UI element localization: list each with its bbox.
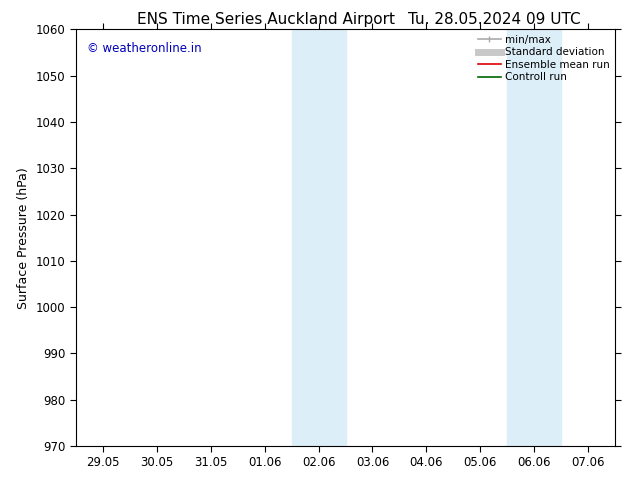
Legend: min/max, Standard deviation, Ensemble mean run, Controll run: min/max, Standard deviation, Ensemble me…	[478, 35, 610, 82]
Bar	[292, 29, 346, 446]
Text: Tu. 28.05.2024 09 UTC: Tu. 28.05.2024 09 UTC	[408, 12, 581, 27]
Text: © weatheronline.in: © weatheronline.in	[87, 42, 202, 55]
Text: ENS Time Series Auckland Airport: ENS Time Series Auckland Airport	[138, 12, 395, 27]
Y-axis label: Surface Pressure (hPa): Surface Pressure (hPa)	[17, 167, 30, 309]
Bar	[507, 29, 561, 446]
